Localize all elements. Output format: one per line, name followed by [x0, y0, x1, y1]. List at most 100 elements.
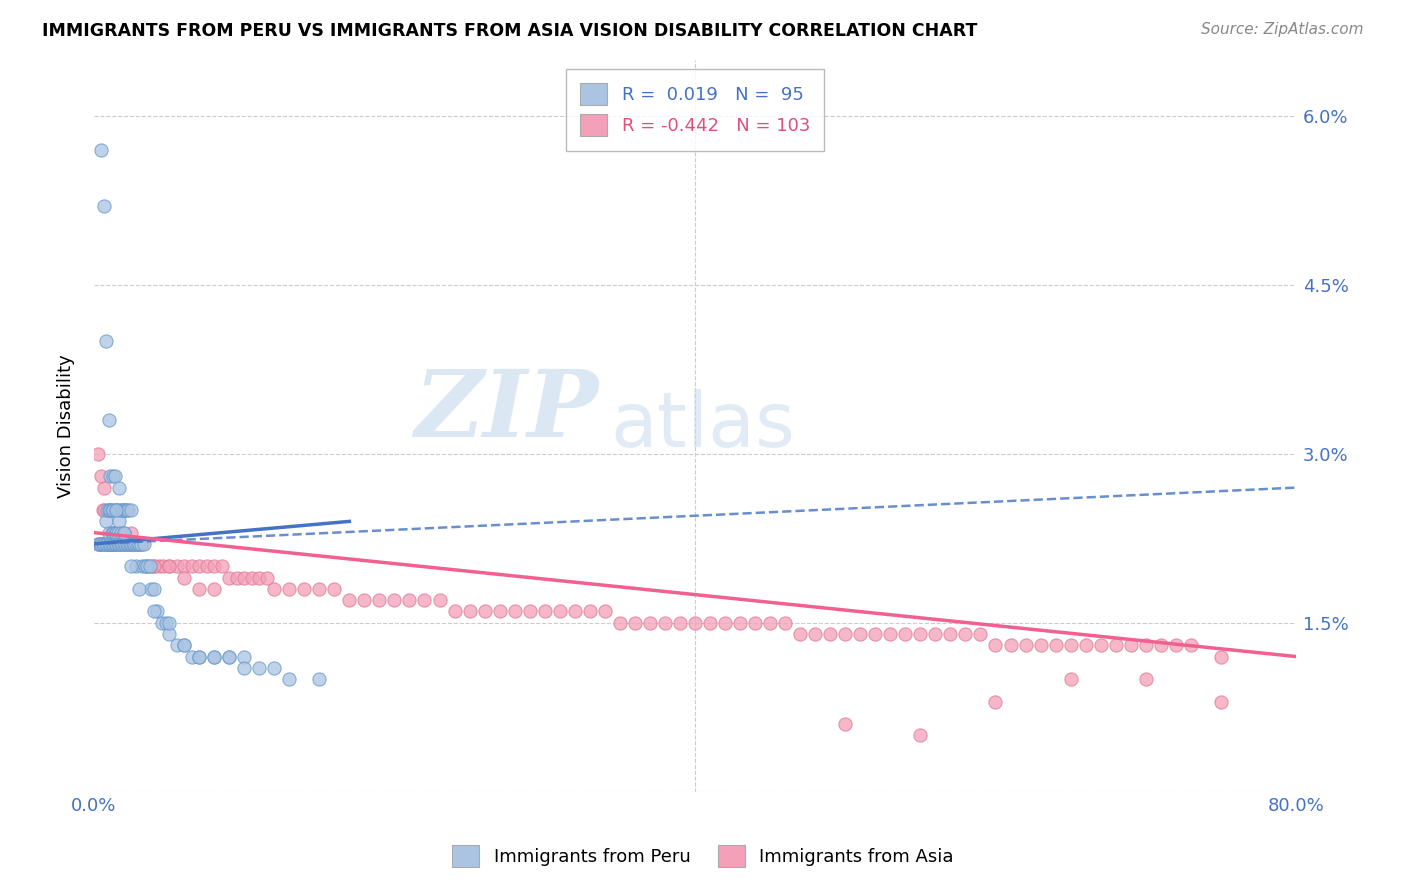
Point — [103, 469, 125, 483]
Point — [924, 627, 946, 641]
Point — [152, 559, 174, 574]
Point — [292, 582, 315, 596]
Point — [368, 593, 391, 607]
Text: ZIP: ZIP — [415, 366, 599, 456]
Point — [135, 559, 157, 574]
Point — [128, 537, 150, 551]
Point — [503, 605, 526, 619]
Point — [111, 537, 134, 551]
Point — [115, 503, 138, 517]
Point — [548, 605, 571, 619]
Point — [101, 525, 124, 540]
Point — [157, 559, 180, 574]
Point — [110, 537, 132, 551]
Point — [104, 537, 127, 551]
Point — [173, 559, 195, 574]
Point — [105, 503, 128, 517]
Point — [669, 615, 692, 630]
Point — [110, 503, 132, 517]
Point — [157, 615, 180, 630]
Point — [112, 525, 135, 540]
Point — [108, 515, 131, 529]
Point — [263, 582, 285, 596]
Point — [112, 503, 135, 517]
Point — [834, 627, 856, 641]
Point — [112, 503, 135, 517]
Point — [89, 537, 111, 551]
Point — [1105, 638, 1128, 652]
Point — [104, 525, 127, 540]
Point — [127, 537, 149, 551]
Point — [1029, 638, 1052, 652]
Point — [247, 661, 270, 675]
Point — [148, 559, 170, 574]
Point — [1059, 672, 1081, 686]
Point — [188, 559, 211, 574]
Point — [103, 525, 125, 540]
Point — [111, 503, 134, 517]
Point — [984, 695, 1007, 709]
Point — [218, 571, 240, 585]
Point — [94, 537, 117, 551]
Point — [233, 661, 256, 675]
Text: Source: ZipAtlas.com: Source: ZipAtlas.com — [1201, 22, 1364, 37]
Point — [233, 571, 256, 585]
Point — [97, 537, 120, 551]
Point — [115, 537, 138, 551]
Point — [89, 537, 111, 551]
Point — [593, 605, 616, 619]
Point — [984, 638, 1007, 652]
Point — [115, 537, 138, 551]
Point — [233, 649, 256, 664]
Point — [138, 559, 160, 574]
Point — [96, 503, 118, 517]
Point — [969, 627, 991, 641]
Point — [103, 537, 125, 551]
Point — [955, 627, 977, 641]
Point — [834, 717, 856, 731]
Point — [1090, 638, 1112, 652]
Point — [121, 525, 143, 540]
Point — [337, 593, 360, 607]
Point — [188, 649, 211, 664]
Point — [624, 615, 647, 630]
Point — [114, 503, 136, 517]
Point — [263, 661, 285, 675]
Point — [108, 481, 131, 495]
Point — [103, 537, 125, 551]
Point — [1209, 649, 1232, 664]
Point — [1135, 638, 1157, 652]
Point — [195, 559, 218, 574]
Point — [101, 537, 124, 551]
Point — [108, 537, 131, 551]
Point — [91, 503, 114, 517]
Point — [100, 537, 122, 551]
Point — [173, 571, 195, 585]
Point — [1150, 638, 1173, 652]
Point — [443, 605, 465, 619]
Point — [1014, 638, 1036, 652]
Point — [112, 537, 135, 551]
Point — [143, 582, 166, 596]
Point — [699, 615, 721, 630]
Point — [744, 615, 766, 630]
Point — [714, 615, 737, 630]
Point — [180, 559, 202, 574]
Point — [90, 143, 112, 157]
Point — [107, 525, 129, 540]
Point — [564, 605, 586, 619]
Point — [125, 537, 148, 551]
Point — [865, 627, 887, 641]
Point — [87, 537, 110, 551]
Point — [132, 537, 155, 551]
Point — [122, 537, 145, 551]
Point — [129, 537, 152, 551]
Point — [100, 537, 122, 551]
Point — [849, 627, 872, 641]
Point — [683, 615, 706, 630]
Point — [211, 559, 233, 574]
Point — [308, 582, 330, 596]
Point — [202, 582, 225, 596]
Point — [458, 605, 481, 619]
Point — [96, 537, 118, 551]
